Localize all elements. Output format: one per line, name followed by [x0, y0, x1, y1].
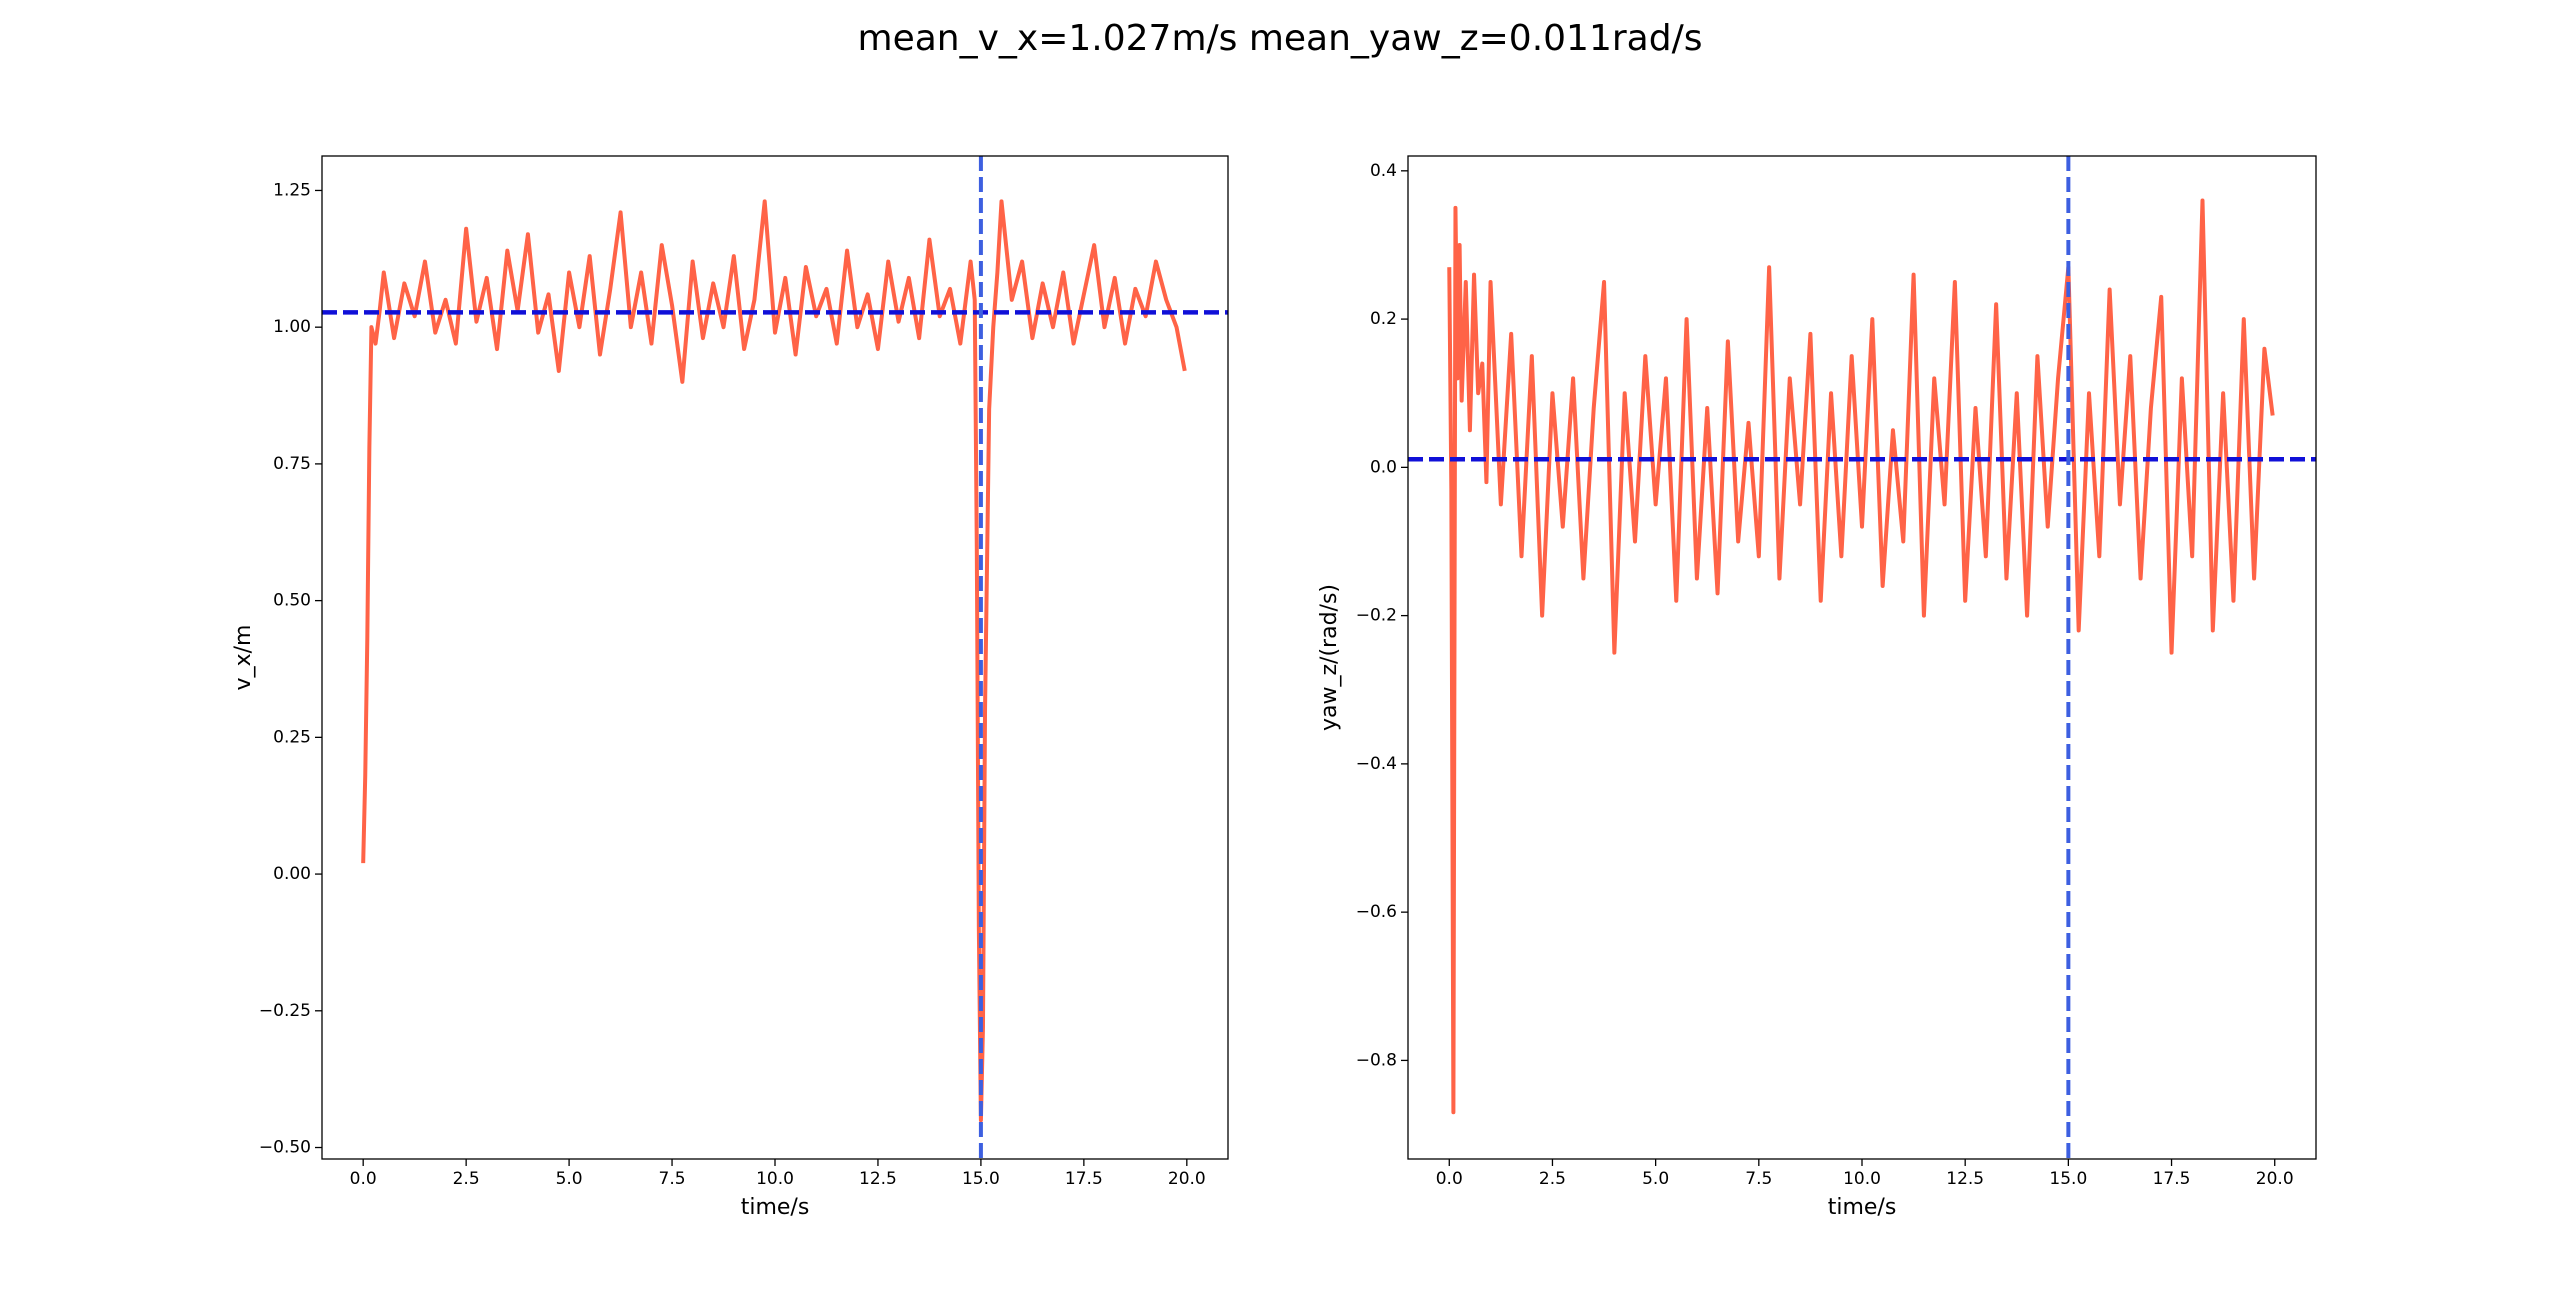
axes: 0.0 2.5 5.0 7.5 10.0 12.5 15.0 17.5 20.0 −0.8 −0.6… [1317, 155, 2317, 1220]
x-tick-label: 0.0 [1436, 1169, 1463, 1189]
y-tick-label: −0.4 [1356, 754, 1397, 774]
x-tick-label: 10.0 [756, 1169, 794, 1189]
y-tick-label: −0.2 [1356, 606, 1397, 626]
x-axis-label: time/s [741, 1195, 810, 1220]
y-axis-label: v_x/m [231, 625, 256, 691]
y-tick-label: −0.8 [1356, 1050, 1397, 1070]
y-tick-label: 0.2 [1370, 309, 1397, 329]
y-axis-label: yaw_z/(rad/s) [1317, 584, 1342, 731]
x-tick-label: 12.5 [1946, 1169, 1984, 1189]
x-tick-label: 12.5 [859, 1169, 897, 1189]
y-tick-label: 1.25 [273, 180, 311, 200]
x-tick-label: 15.0 [962, 1169, 1000, 1189]
x-tick-label: 7.5 [1745, 1169, 1772, 1189]
y-tick-label: 0.50 [273, 591, 311, 611]
x-tick-label: 2.5 [1539, 1169, 1566, 1189]
y-tick-label: 1.00 [273, 317, 311, 337]
y-tick-label: 0.25 [273, 727, 311, 747]
figure-title: mean_v_x=1.027m/s mean_yaw_z=0.011rad/s [858, 18, 1703, 59]
y-tick-label: 0.4 [1370, 161, 1397, 181]
x-tick-label: 2.5 [453, 1169, 480, 1189]
data-line [361, 199, 1187, 1123]
x-tick-label: 20.0 [2256, 1169, 2294, 1189]
x-tick-label: 10.0 [1843, 1169, 1881, 1189]
y-tick-label: 0.0 [1370, 457, 1397, 477]
y-tick-label: −0.25 [259, 1001, 311, 1021]
x-tick-label: 5.0 [556, 1169, 583, 1189]
y-tick-label: −0.50 [259, 1138, 311, 1158]
y-tick-label: 0.75 [273, 454, 311, 474]
x-tick-label: 7.5 [659, 1169, 686, 1189]
axes-frame [1407, 155, 2317, 1160]
axes: 0.0 2.5 5.0 7.5 10.0 12.5 15.0 17.5 20.0 −0.50 −0.… [231, 155, 1229, 1220]
y-tick-label: −0.6 [1356, 902, 1397, 922]
x-tick-label: 17.5 [2153, 1169, 2191, 1189]
x-tick-label: 17.5 [1065, 1169, 1103, 1189]
y-tick-label: 0.00 [273, 864, 311, 884]
x-tick-label: 20.0 [1168, 1169, 1206, 1189]
data-line [1447, 198, 2275, 1115]
x-tick-label: 15.0 [2049, 1169, 2087, 1189]
x-tick-label: 0.0 [350, 1169, 377, 1189]
x-tick-label: 5.0 [1642, 1169, 1669, 1189]
axes-frame [321, 155, 1229, 1160]
x-axis-label: time/s [1828, 1195, 1897, 1220]
